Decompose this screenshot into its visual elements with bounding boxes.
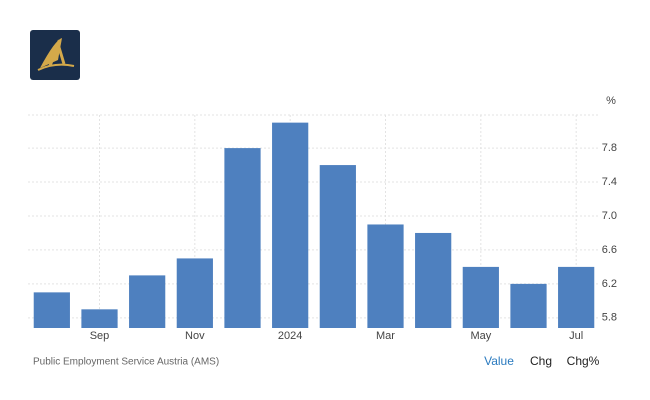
x-tick-label: May	[470, 330, 491, 342]
bar	[510, 283, 547, 328]
source: Public Employment Service Austria (AMS)	[33, 357, 219, 368]
bar	[558, 266, 595, 328]
bar	[319, 165, 356, 328]
bar	[415, 232, 452, 328]
bar	[81, 309, 118, 328]
bar	[272, 122, 309, 328]
unit-label: %	[606, 95, 616, 107]
bar	[129, 275, 166, 328]
x-tick-label: Jul	[569, 330, 583, 342]
logo	[30, 30, 80, 80]
y-tick-label: 6.6	[602, 244, 617, 256]
bar	[367, 224, 404, 328]
y-tick-label: 5.8	[602, 312, 617, 324]
x-tick-label: 2024	[278, 330, 302, 342]
y-tick-label: 7.4	[602, 176, 617, 188]
y-tick-label: 7.8	[602, 142, 617, 154]
x-tick-label: Nov	[185, 330, 205, 342]
bar	[462, 266, 499, 328]
value-button[interactable]: Value	[484, 354, 514, 368]
change-button[interactable]: Chg	[530, 354, 552, 368]
bar	[176, 258, 213, 328]
x-tick-label: Sep	[90, 330, 110, 342]
bar	[224, 148, 261, 328]
change-percent-button[interactable]: Chg%	[567, 354, 600, 368]
x-tick-label: Mar	[376, 330, 395, 342]
bar	[33, 292, 70, 328]
y-tick-label: 6.2	[602, 278, 617, 290]
y-tick-label: 7.0	[602, 210, 617, 222]
